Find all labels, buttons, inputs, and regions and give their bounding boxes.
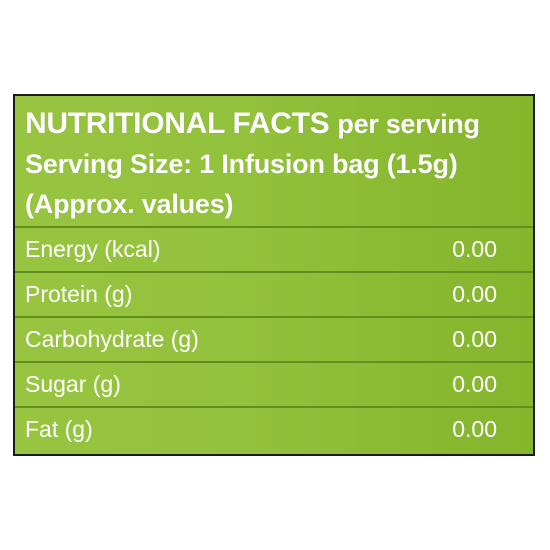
nutrition-header: NUTRITIONAL FACTS per serving Serving Si… xyxy=(25,104,530,224)
nutrient-row-fat: Fat (g) 0.00 xyxy=(15,406,533,451)
nutrition-facts-panel: NUTRITIONAL FACTS per serving Serving Si… xyxy=(13,94,535,456)
nutrient-label: Energy (kcal) xyxy=(25,236,161,262)
nutrient-row-sugar: Sugar (g) 0.00 xyxy=(15,361,533,406)
nutrient-table: Energy (kcal) 0.00 Protein (g) 0.00 Carb… xyxy=(15,226,533,451)
nutrient-value: 0.00 xyxy=(452,326,497,352)
nutrient-value: 0.00 xyxy=(452,416,497,442)
nutrient-row-energy: Energy (kcal) 0.00 xyxy=(15,226,533,271)
nutrient-label: Sugar (g) xyxy=(25,371,121,397)
nutrient-label: Carbohydrate (g) xyxy=(25,326,199,352)
nutrient-row-carbohydrate: Carbohydrate (g) 0.00 xyxy=(15,316,533,361)
nutrient-value: 0.00 xyxy=(452,236,497,262)
header-title-line: NUTRITIONAL FACTS per serving xyxy=(25,104,530,144)
header-title-suffix: per serving xyxy=(337,109,480,139)
serving-size: Serving Size: 1 Infusion bag (1.5g) xyxy=(25,149,458,179)
nutrient-row-protein: Protein (g) 0.00 xyxy=(15,271,533,316)
approx-note: (Approx. values) xyxy=(25,189,234,219)
header-title: NUTRITIONAL FACTS xyxy=(25,107,330,140)
nutrient-value: 0.00 xyxy=(452,371,497,397)
nutrient-label: Protein (g) xyxy=(25,281,133,307)
nutrient-value: 0.00 xyxy=(452,281,497,307)
nutrient-label: Fat (g) xyxy=(25,416,93,442)
